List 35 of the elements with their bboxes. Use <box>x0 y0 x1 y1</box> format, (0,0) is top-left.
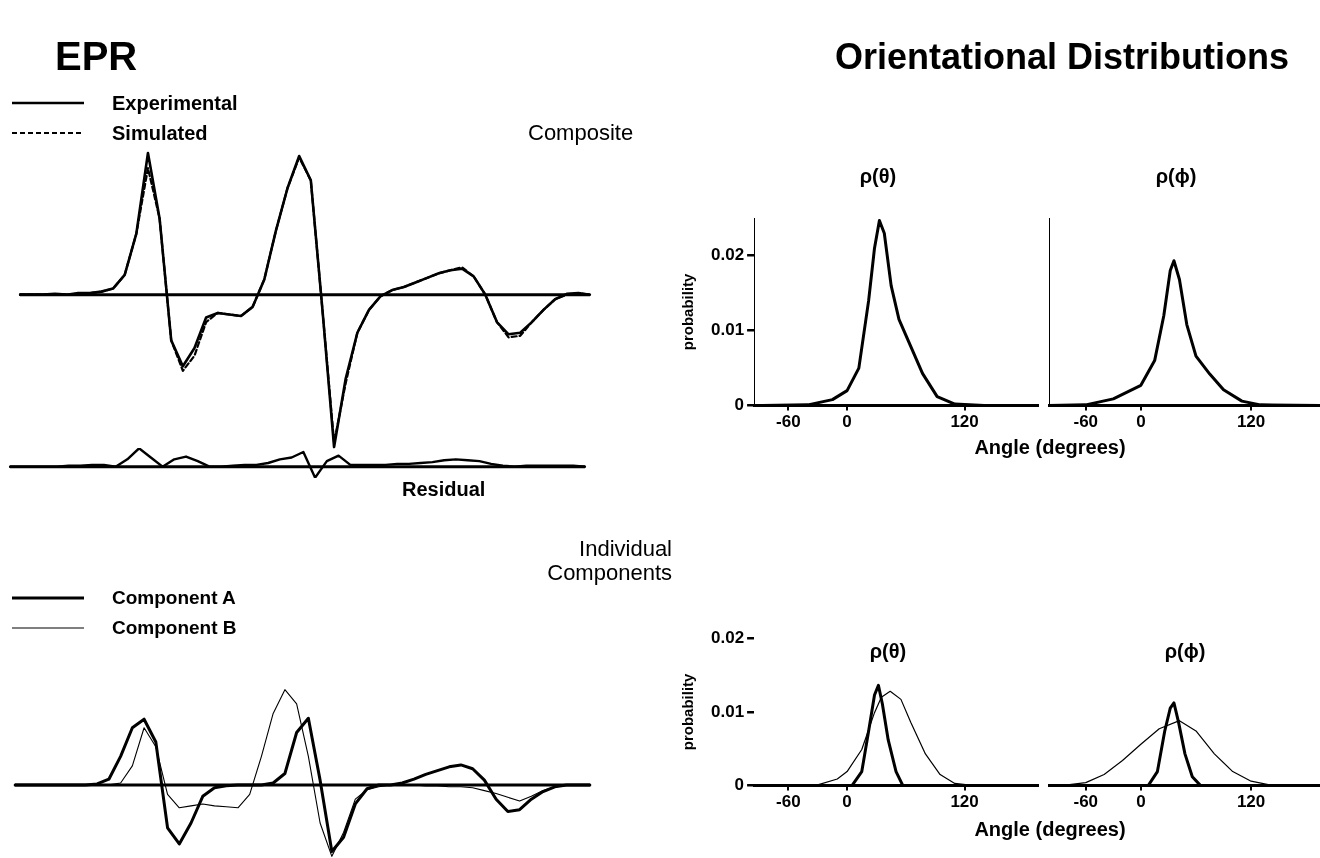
x-tick-label: 120 <box>1236 792 1266 812</box>
x-axis-title: Angle (degrees) <box>974 818 1126 841</box>
legend-label: Component B <box>112 617 237 639</box>
y-tick-label: 0 <box>734 775 745 795</box>
chart-title: Orientational Distributions <box>835 36 1290 78</box>
y-tick-label: 0.02 <box>710 627 745 647</box>
x-tick-label: 0 <box>1136 412 1146 432</box>
chart-title: EPR <box>55 34 138 79</box>
text: Composite <box>528 120 634 146</box>
chart-subtitle: ρ(θ) <box>859 165 897 188</box>
y-axis-title: probability <box>679 272 697 351</box>
x-tick-label: 120 <box>1236 412 1266 432</box>
y-axis-title: probability <box>679 672 697 751</box>
x-tick-label: 0 <box>842 792 852 812</box>
y-tick-label: 0.01 <box>710 320 745 340</box>
x-axis-title: Angle (degrees) <box>974 436 1126 459</box>
chart-title: ρ(ϕ) <box>1164 640 1206 663</box>
x-tick-label: -60 <box>1073 792 1099 812</box>
x-tick-label: -60 <box>776 792 801 812</box>
y-tick-label: 0.02 <box>710 245 745 265</box>
x-tick-label: 120 <box>950 412 979 432</box>
legend-label: Simulated <box>112 121 208 144</box>
x-tick-label: 0 <box>842 412 852 432</box>
legend-label: Experimental <box>112 91 238 114</box>
x-tick-label: 0 <box>1136 792 1146 812</box>
x-tick-label: -60 <box>1073 412 1099 432</box>
x-tick-label: 120 <box>950 792 979 812</box>
chart-title: ρ(ϕ) <box>1155 165 1197 188</box>
y-tick-label: 0 <box>734 395 745 415</box>
text: Residual <box>402 478 486 501</box>
chart-title: ρ(θ) <box>869 640 907 663</box>
y-tick-label: 0.01 <box>710 701 745 721</box>
x-tick-label: -60 <box>776 412 801 432</box>
legend-label: Component A <box>112 587 237 609</box>
text: Individual Components <box>546 536 672 586</box>
